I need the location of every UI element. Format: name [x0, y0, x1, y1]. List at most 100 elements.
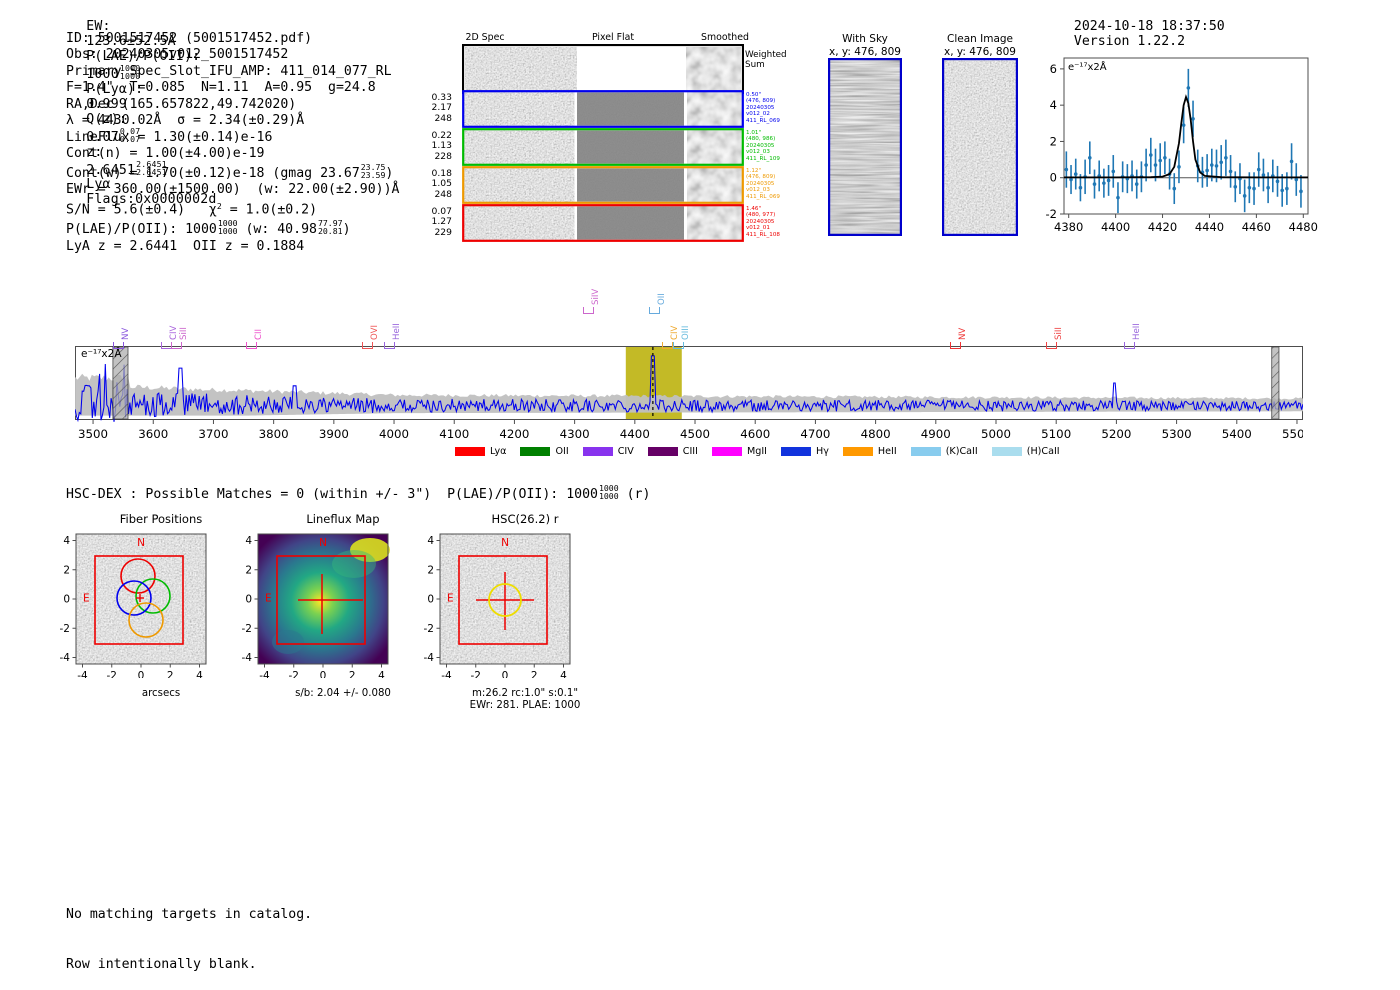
- info-cont-w: Cont(w) = 1.70(±0.12)e-18 (gmag 23.6723.…: [66, 161, 394, 181]
- panel-title-lineflux-map: Lineflux Map: [306, 512, 380, 526]
- header-plya-label: P(Lyα):: [86, 81, 144, 97]
- svg-text:-2: -2: [424, 623, 434, 635]
- legend-item[interactable]: Lyα: [455, 446, 506, 457]
- legend-item[interactable]: MgII: [711, 446, 767, 457]
- line-marker-bracket: [582, 307, 594, 314]
- spec2d-row-stats: 0.22 1.13 228: [431, 130, 452, 162]
- spec2d-row-info: 1.12" (476, 809) 20240305 v012_03 411_RL_069: [746, 168, 780, 200]
- svg-text:2: 2: [349, 670, 356, 678]
- line-marker-label: OII: [656, 293, 667, 305]
- svg-text:0: 0: [63, 594, 70, 606]
- svg-text:4480: 4480: [1289, 220, 1318, 234]
- svg-text:4380: 4380: [1054, 220, 1083, 234]
- header-qz-label: Q(z):: [86, 111, 127, 127]
- legend-item[interactable]: (H)CaII: [991, 446, 1060, 457]
- legend-swatch: [455, 447, 485, 456]
- spec2d-weighted-sum-label: Weighted Sum: [745, 50, 787, 70]
- panel-title-hsc-r: HSC(26.2) r: [491, 512, 559, 526]
- legend-label: MgII: [746, 446, 767, 457]
- info-slot: Primary Spec_Slot_IFU_AMP: 411_014_077_R…: [66, 63, 392, 79]
- line-marker-label: HeII: [392, 323, 403, 340]
- legend-item[interactable]: Hγ: [781, 446, 829, 457]
- svg-text:4200: 4200: [499, 427, 529, 441]
- legend-label: OII: [555, 446, 569, 457]
- info-lambda: λ = 4430.02Å σ = 2.34(±0.29)Å: [66, 113, 305, 129]
- lineflux-map-plot: -4 -2 0 2 4 4 2 0 -2 -4 N E: [242, 533, 390, 678]
- legend-item[interactable]: OII: [520, 446, 569, 457]
- line-marker-bracket: [949, 342, 961, 349]
- legend-item[interactable]: CIII: [647, 446, 698, 457]
- info-cont-n: Cont(n) = 1.00(±4.00)e-19: [66, 146, 265, 162]
- spec2d-row-info: 0.50" (476, 809) 20240305 v012_02 411_RL_069: [746, 92, 780, 124]
- svg-text:4: 4: [63, 535, 70, 547]
- header-z-range: 2.6451 2.6451: [136, 158, 167, 177]
- line-marker-bracket: [1046, 342, 1058, 349]
- spec2d-strip[interactable]: [462, 90, 744, 128]
- caption-fiber-positions: arcsecs: [141, 688, 181, 699]
- header-plya-value: 0.999: [86, 96, 127, 112]
- line-marker-bracket: [113, 342, 125, 349]
- svg-text:-2: -2: [289, 670, 299, 678]
- spec2d-strip[interactable]: [462, 166, 744, 204]
- legend-item[interactable]: CIV: [582, 446, 634, 457]
- cutout-title-text-1: Clean Image: [946, 33, 1014, 45]
- line-marker-label: CIV: [169, 325, 180, 340]
- line-marker-bracket: [648, 307, 660, 314]
- svg-text:5300: 5300: [1162, 427, 1192, 441]
- spec2d-strip[interactable]: [462, 128, 744, 166]
- legend-label: CIV: [617, 446, 634, 457]
- caption-hsc-r: m:26.2 rc:1.0" s:0.1" EWr: 281. PLAE: 10…: [469, 688, 581, 712]
- spec2d-row-stats: 0.33 2.17 248: [431, 92, 452, 124]
- legend-label: (H)CaII: [1026, 446, 1060, 457]
- line-marker-bracket: [245, 342, 257, 349]
- line-marker-bracket: [384, 342, 396, 349]
- footer-line-2: Row intentionally blank.: [66, 956, 257, 972]
- header-ew-value: 123.6±52.5Å: [86, 34, 176, 49]
- svg-text:4440: 4440: [1195, 220, 1224, 234]
- info-sn-chi2: S/N = 5.6(±0.4) χ2 = 1.0(±0.2): [66, 201, 318, 218]
- cutout-image-clean: [942, 58, 1018, 236]
- panel-title-fiber-positions: Fiber Positions: [119, 512, 203, 526]
- legend-label: Lyα: [490, 446, 507, 457]
- header-plae-label: P(LAE)/P(OII):: [86, 49, 201, 64]
- svg-text:5000: 5000: [981, 427, 1011, 441]
- spec2d-panel-group: 2D Spec Pixel Flat Smoothed Weighted Sum: [430, 32, 787, 250]
- header-z-value: 2.6451: [86, 162, 136, 178]
- spec2d-row-info: 1.01" (480, 986) 20240305 v012_03 411_RL_109: [746, 130, 780, 162]
- legend-label: CIII: [682, 446, 698, 457]
- svg-text:4: 4: [378, 670, 385, 678]
- info-obs: Obs: 20240305v012_5001517452: [66, 47, 289, 63]
- header-z-label: z:: [86, 144, 103, 160]
- cutout-title-clean: Clean Image x, y: 476, 809: [920, 33, 1040, 58]
- legend-swatch: [781, 447, 811, 456]
- spec2d-strip[interactable]: [462, 204, 744, 242]
- svg-text:2: 2: [531, 670, 538, 678]
- info-lineflux: LineFlux = 1.30(±0.14)e-16: [66, 129, 273, 145]
- cutout-title-with-sky: With Sky x, y: 476, 809: [810, 33, 920, 58]
- line-marker-label: SiII: [178, 327, 189, 340]
- hsc-plae-range: 1000 1000: [598, 483, 619, 502]
- info-plae: P(LAE)/P(OII): 10001000 1000 (w: 40.9877.…: [66, 218, 351, 238]
- line-marker-label: SiIV: [590, 288, 601, 305]
- svg-text:5100: 5100: [1041, 427, 1071, 441]
- hsc-r-plot: -4 -2 0 2 4 4 2 0 -2 -4 N E: [424, 533, 571, 678]
- spectrum-legend: Lyα OII CIV CIII MgII Hγ HeII (K)CaII (H)CaII: [455, 445, 1074, 458]
- svg-text:3700: 3700: [198, 427, 228, 441]
- svg-text:3900: 3900: [319, 427, 349, 441]
- header-ew-label: EW:: [86, 19, 111, 34]
- legend-swatch: [842, 447, 873, 456]
- svg-text:4: 4: [196, 670, 203, 678]
- svg-text:3800: 3800: [259, 427, 289, 441]
- svg-text:0: 0: [138, 670, 145, 678]
- spec2d-col-title-smoothed: Smoothed: [701, 32, 749, 43]
- line-marker-label: CII: [253, 328, 264, 340]
- object-info-block: ID: 5001517452 (5001517452.pdf) Obs: 202…: [66, 31, 399, 255]
- legend-label: HeII: [877, 446, 897, 457]
- svg-text:-4: -4: [259, 670, 270, 678]
- legend-item[interactable]: (K)CaII: [910, 446, 978, 457]
- line-marker-label: NV: [121, 327, 132, 340]
- cutout-image-with-sky: [828, 58, 902, 236]
- svg-text:-2: -2: [471, 670, 481, 678]
- legend-item[interactable]: HeII: [842, 446, 897, 457]
- line-marker-bracket: [662, 342, 674, 349]
